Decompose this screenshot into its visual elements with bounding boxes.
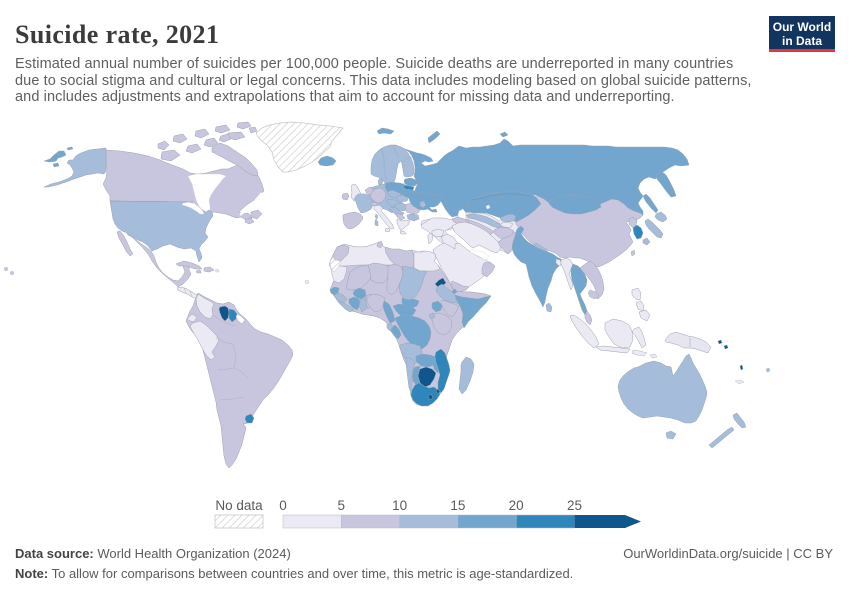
svg-text:0: 0 [279,498,287,513]
svg-text:5: 5 [338,498,346,513]
svg-text:15: 15 [450,498,465,513]
svg-text:10: 10 [392,498,407,513]
svg-text:20: 20 [509,498,524,513]
svg-text:No data: No data [215,498,263,513]
svg-text:25: 25 [567,498,582,513]
